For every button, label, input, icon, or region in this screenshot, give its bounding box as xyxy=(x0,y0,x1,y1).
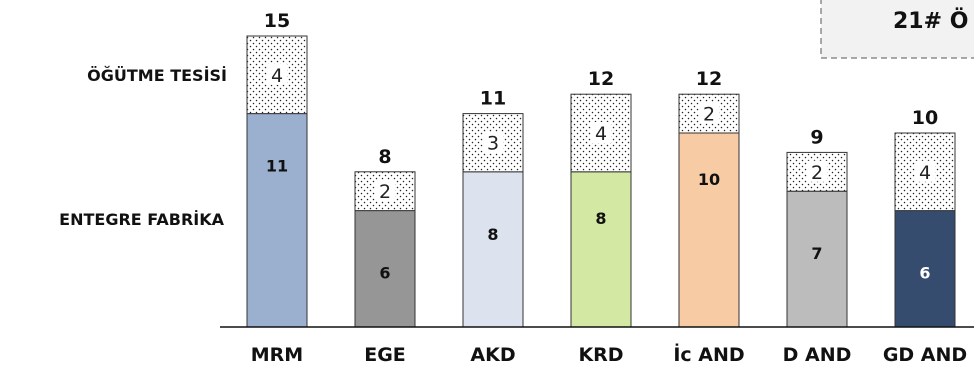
bar-bottom-4 xyxy=(678,132,740,328)
bar-total-label-6: 10 xyxy=(912,107,938,129)
bar-top-label-5: 2 xyxy=(811,162,823,184)
bar-total-label-1: 8 xyxy=(378,146,391,168)
category-label-5: D AND xyxy=(783,344,852,365)
category-label-3: KRD xyxy=(578,344,623,365)
bar-bottom-5 xyxy=(786,190,848,328)
bar-bottom-label-1: 6 xyxy=(379,264,390,283)
category-label-2: AKD xyxy=(470,344,515,365)
bar-top-label-3: 4 xyxy=(595,123,607,145)
bar-bottom-3 xyxy=(570,171,632,328)
bar-bottom-2 xyxy=(462,171,524,328)
bar-total-label-3: 12 xyxy=(588,68,614,90)
bar-top-label-bg-0 xyxy=(267,63,287,85)
row-label-bottom: ENTEGRE FABRİKA xyxy=(59,210,224,229)
bars-layer: 11 4 15 MRM 6 2 8 EGE 8 3 11 AKD 8 4 12 KRD 10 2 12 İc AND 7… xyxy=(246,10,967,365)
bar-top-label-1: 2 xyxy=(379,181,391,203)
annotation-frame xyxy=(820,0,974,59)
bar-top-label-bg-3 xyxy=(591,122,611,143)
bar-bottom-0 xyxy=(246,113,308,328)
bar-top-label-0: 4 xyxy=(271,65,283,87)
bar-bottom-label-5: 7 xyxy=(811,244,822,263)
category-label-0: MRM xyxy=(251,344,303,365)
bar-bottom-label-3: 8 xyxy=(595,209,606,228)
annotation-text: 21# Ö xyxy=(893,8,968,34)
bar-bottom-label-4: 10 xyxy=(698,170,720,189)
category-label-1: EGE xyxy=(364,344,406,365)
bar-top-label-bg-1 xyxy=(375,180,395,202)
bar-total-label-0: 15 xyxy=(264,10,290,32)
bar-bottom-label-0: 11 xyxy=(266,157,288,176)
bar-top-label-6: 4 xyxy=(919,162,931,184)
bar-top-label-bg-2 xyxy=(483,131,503,153)
bar-top-label-bg-5 xyxy=(807,160,827,182)
bar-top-label-4: 2 xyxy=(703,104,715,126)
row-label-top: ÖĞÜTME TESİSİ xyxy=(87,66,227,85)
bar-total-label-5: 9 xyxy=(810,126,823,148)
annotation-box: 21# Ö xyxy=(820,0,974,59)
bar-bottom-label-2: 8 xyxy=(487,225,498,244)
bar-top-label-2: 3 xyxy=(487,133,499,155)
bar-total-label-2: 11 xyxy=(480,88,506,110)
bar-total-label-4: 12 xyxy=(696,68,722,90)
bar-bottom-label-6: 6 xyxy=(919,264,930,283)
bar-top-label-bg-4 xyxy=(699,102,719,124)
bar-bottom-6 xyxy=(894,210,956,328)
category-label-4: İc AND xyxy=(673,342,744,365)
bar-top-label-bg-6 xyxy=(915,160,935,182)
category-label-6: GD AND xyxy=(883,344,967,365)
